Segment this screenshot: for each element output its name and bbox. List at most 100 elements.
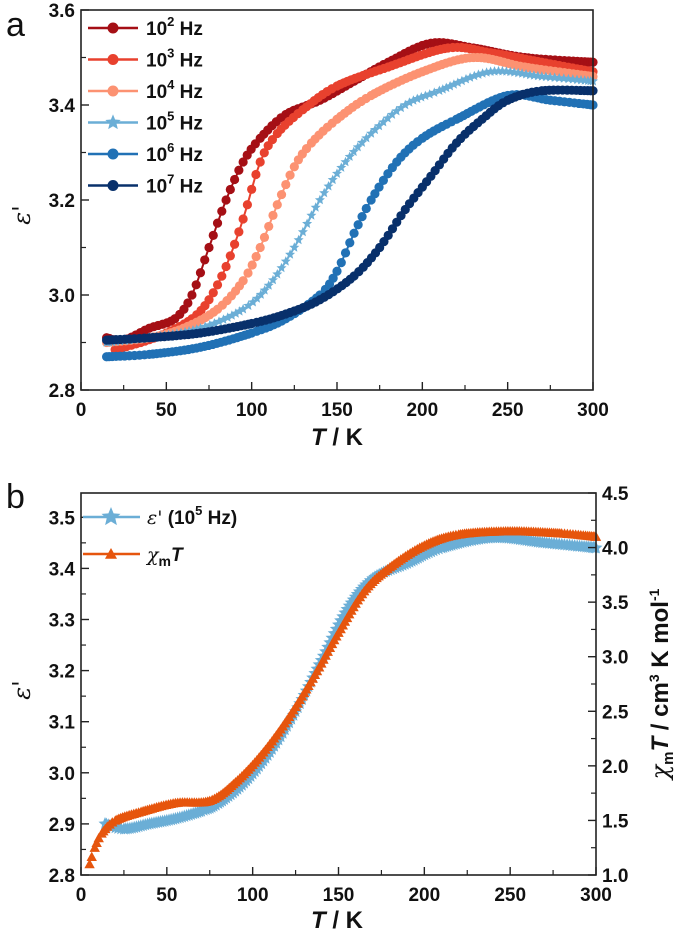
data-point [336,258,346,268]
legend-label: 106 Hz [146,140,203,166]
data-point [259,148,269,158]
panel-b-series [84,525,603,869]
data-point [327,174,338,185]
data-point [247,297,258,307]
y-tick-label-right: 2.0 [602,757,628,778]
legend-marker-icon [107,22,119,34]
data-point [247,184,257,194]
panel-a-letter: a [6,6,25,44]
panel-a-legend: 102 Hz 103 Hz 104 Hz 105 Hz 106 Hz 107 Hz [88,14,203,198]
data-point [352,141,363,152]
data-point [86,851,97,861]
y-tick-label-right: 4.0 [602,539,628,560]
legend-item: 103 Hz [88,46,203,72]
data-point [243,268,253,278]
data-point [461,74,471,84]
panel-b-y-axis-right: 1.0 1.5 2.0 2.5 3.0 3.5 4.0 4.5 [588,484,629,887]
data-point [217,271,227,281]
x-tick-label: 200 [408,885,440,906]
data-point [357,212,367,222]
data-point [267,135,277,145]
data-point [230,239,240,249]
panel-a-y-axis-title: ε' [8,205,36,224]
data-point [336,162,347,172]
data-point [416,92,427,102]
data-point [276,262,287,273]
data-point [259,232,270,242]
data-point [434,85,445,95]
data-point [234,306,245,316]
legend-marker-icon [107,180,119,191]
data-point [187,290,197,300]
legend-marker-icon [105,548,117,559]
y-tick-label: 3.2 [49,191,75,212]
data-point [293,234,304,245]
data-point [340,156,351,167]
data-point [251,169,261,180]
data-point [382,113,393,123]
data-point [314,194,325,205]
x-tick-label: 50 [156,400,177,421]
data-point [348,146,359,156]
x-tick-label: 200 [406,400,438,421]
data-point [349,228,359,238]
x-tick-label: 150 [321,400,353,421]
data-point [225,184,235,195]
y-tick-label-right: 2.5 [602,702,629,723]
data-point [204,242,214,253]
data-point [370,124,380,135]
data-point [485,66,496,76]
data-point [212,218,223,228]
legend-label: 102 Hz [146,14,203,40]
data-point [280,256,291,266]
data-point [268,274,278,285]
panel-a: a 0 50 100 150 200 250 300 2.8 3.0 3.2 3.4 3.6 T /… [6,1,609,451]
data-point [374,120,385,131]
x-tick-label: 250 [494,885,526,906]
panel-b-x-axis: 0 50 100 150 200 250 300 [76,867,612,906]
legend-label: 104 Hz [146,77,203,103]
data-point [221,195,231,205]
data-point [238,304,249,314]
data-point [344,151,355,161]
data-point [412,93,423,104]
data-point [268,210,278,220]
x-tick-label: 250 [492,400,524,421]
legend-label: 103 Hz [146,46,203,72]
legend-item: 105 Hz [88,109,203,135]
legend-item: 102 Hz [88,14,203,40]
panel-a-series [101,38,598,362]
data-point [208,230,218,241]
data-point [332,168,342,178]
x-tick-label: 0 [76,400,87,421]
data-point [212,280,223,290]
y-tick-label: 3.6 [49,1,75,22]
data-point [84,858,95,869]
y-tick-label-right: 3.5 [602,593,629,614]
data-point [353,220,363,230]
legend-item: ε' (105 Hz) [83,503,237,529]
y-tick-label-right: 1.0 [602,866,628,887]
data-point [230,308,241,318]
panel-b: b 0 50 100 150 200 250 300 2.8 2.9 3.0 3.1 3.2 3.3 3… [6,478,677,934]
y-tick-label: 3.1 [49,713,76,734]
data-point [378,175,388,186]
data-point [395,102,406,113]
data-point [247,260,257,270]
data-point [374,182,384,192]
data-point [243,300,254,310]
data-point [328,273,338,283]
data-point [408,95,419,105]
data-point [225,251,235,261]
data-point [297,226,308,237]
panel-b-letter: b [6,478,25,516]
data-point [437,84,448,94]
data-point [400,99,411,110]
data-point [255,157,265,167]
legend-item: 104 Hz [88,77,203,103]
data-point [238,214,248,224]
data-point [361,203,371,214]
data-point [264,221,274,232]
legend-item: 106 Hz [88,140,203,166]
